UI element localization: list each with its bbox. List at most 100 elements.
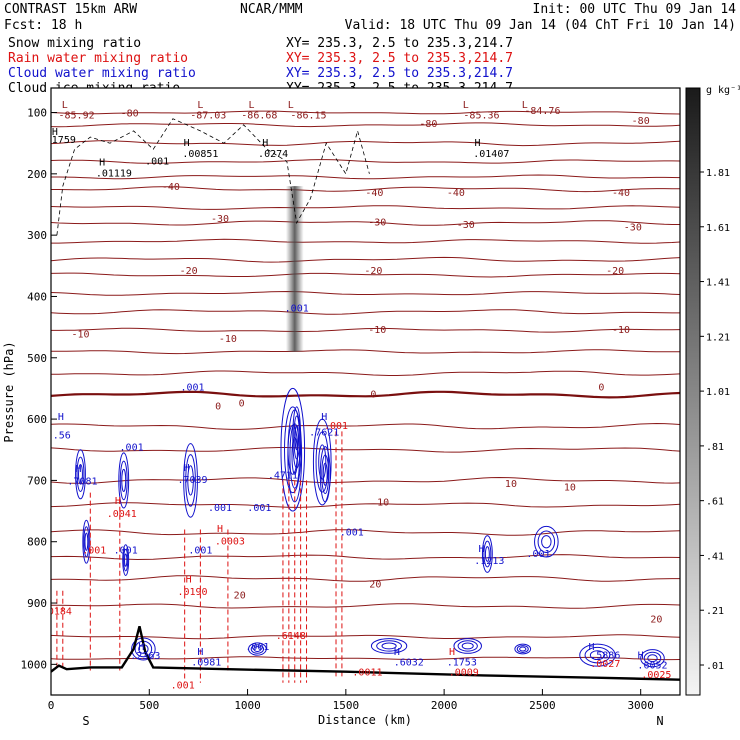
extremum-label: .0274 (258, 149, 288, 160)
extremum-label: .001 (82, 546, 106, 557)
extremum-label: L (522, 100, 528, 111)
isotherm-label: -40 (365, 188, 383, 199)
extremum-label: .001 (120, 443, 144, 454)
extremum-label: H (321, 412, 327, 423)
cloud-water-contour (315, 431, 329, 493)
extremum-label: .2363 (130, 651, 160, 662)
cloud-water-contour (123, 548, 129, 572)
colorbar-tick-label: 1.81 (706, 168, 730, 179)
isotherm-line (51, 256, 680, 263)
extremum-label: -85.36 (463, 110, 499, 121)
cloud-water-contour (516, 645, 529, 653)
isotherm-label: 20 (369, 579, 381, 590)
x-tick-label: 1500 (333, 699, 360, 712)
extremum-label: -86.68 (241, 110, 277, 121)
extremum-label: .0041 (107, 509, 137, 520)
colorbar-tick-label: 1.21 (706, 332, 730, 343)
cloud-water-contour (124, 553, 128, 567)
valid-time: Valid: 18 UTC Thu 09 Jan 14 (04 ChT Fri … (345, 18, 736, 33)
extremum-label: L (62, 100, 68, 111)
cloud-water-contour (131, 637, 156, 661)
cloud-water-contour (118, 452, 130, 509)
extremum-label: .0981 (191, 657, 221, 668)
y-tick-label: 900 (27, 597, 47, 610)
x-tick-label: 0 (48, 699, 55, 712)
cloud-water-contour (537, 530, 556, 553)
isotherm-line (51, 220, 680, 226)
isotherm-line (51, 370, 680, 376)
isotherm-label: -20 (364, 266, 382, 277)
x-axis-title: Distance (km) (318, 713, 412, 727)
extremum-label: .001 (114, 546, 138, 557)
isotherm-line (51, 186, 680, 193)
x-tick-label: 1000 (234, 699, 261, 712)
cloud-water-contour (75, 449, 86, 500)
extremum-label: .6052 (637, 660, 667, 671)
extremum-label: -87.03 (190, 110, 226, 121)
extremum-label: .1759 (46, 135, 76, 146)
legend-cloud-water: Cloud water mixing ratio (8, 66, 196, 81)
isotherm-label: 0 (215, 402, 221, 413)
extremum-label: .001 (340, 527, 364, 538)
cloud-water-contour (119, 460, 128, 501)
extremum-label: H (115, 496, 121, 507)
extremum-label: .001 (285, 304, 309, 315)
cloud-water-contour (321, 454, 330, 495)
axes: 0 500 1000 1500 2000 2500 30001002003004005006… (21, 107, 654, 712)
cloud-water-contour (457, 640, 478, 652)
extremum-label: .0003 (215, 536, 245, 547)
isotherm-label: 20 (650, 614, 662, 625)
extremum-label: H (638, 651, 644, 662)
extremum-label: H (475, 138, 481, 149)
cloud-water-contour (248, 642, 267, 656)
extremum-label: H (478, 544, 484, 555)
extremum-label: .001 (208, 503, 232, 514)
legend-snow: Snow mixing ratio (8, 36, 141, 51)
cloud-water-contour (83, 526, 90, 558)
cloud-water-contour (640, 649, 665, 668)
extremum-label: H (197, 647, 203, 658)
extremum-label: H (76, 464, 82, 475)
colorbar-tick-label: .81 (706, 442, 724, 453)
model-title: CONTRAST 15km ARW (4, 2, 137, 17)
isotherm-label: -80 (419, 119, 437, 130)
south-label: S (82, 714, 89, 728)
y-tick-label: 500 (27, 352, 47, 365)
isotherm-label: -30 (457, 220, 475, 231)
cloud-water-contour (519, 646, 527, 652)
isotherm-line (51, 272, 680, 278)
colorbar-tick-label: .41 (706, 551, 724, 562)
isotherm-line (51, 290, 680, 296)
colorbar-tick-label: .61 (706, 497, 724, 508)
extremum-label: .1213 (474, 556, 504, 567)
isotherm-label: 20 (234, 590, 246, 601)
cloud-water-contour (319, 446, 331, 503)
cloud-water-contour (250, 644, 265, 654)
isotherm-line (51, 603, 680, 609)
isotherm-label: -10 (71, 329, 89, 340)
isotherm-label: -80 (121, 109, 139, 120)
extremum-label: H (589, 642, 595, 653)
cloud-water-contour (370, 638, 408, 654)
extremum-label: .01119 (96, 169, 132, 180)
cloud-ice-contour (56, 118, 370, 236)
isotherm-line (51, 205, 680, 210)
center-label: NCAR/MMM (240, 2, 303, 17)
isotherm-label: -40 (162, 182, 180, 193)
isotherm-line (51, 575, 680, 582)
plot-content: -80 -80 -80 -40 -40 -40 -40 -30 -30 -30 -30 -20 -20 -… (46, 100, 680, 692)
north-label: N (656, 714, 663, 728)
extremum-label: .001 (247, 503, 271, 514)
isotherm-label: -30 (368, 218, 386, 229)
cloud-water-contour (481, 535, 493, 573)
cloud-water-contour (453, 638, 482, 654)
x-tick-label: 500 (139, 699, 159, 712)
extremum-label: L (463, 100, 469, 111)
isotherm-label: -30 (624, 223, 642, 234)
isotherm-line (51, 309, 680, 315)
cloud-water-contour (461, 642, 474, 650)
isotherm-line (51, 327, 680, 333)
y-tick-label: 1000 (21, 658, 48, 671)
extremum-label: H (58, 412, 64, 423)
